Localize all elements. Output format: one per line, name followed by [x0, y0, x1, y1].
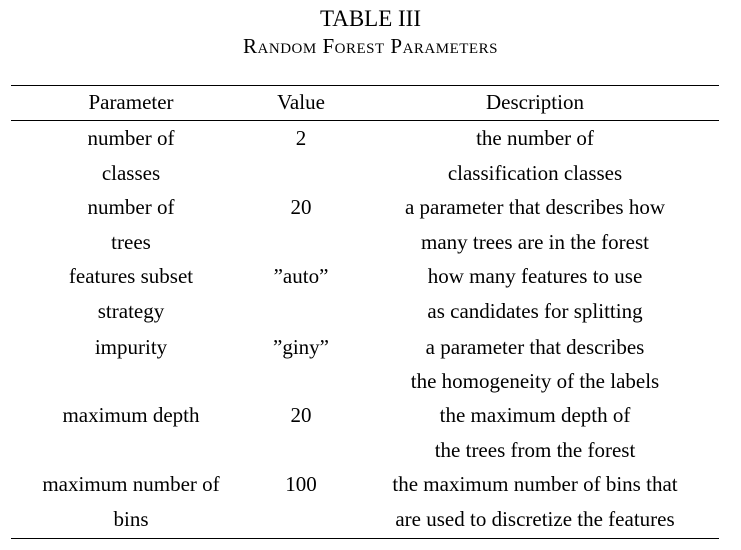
parameter-cell: trees — [111, 230, 151, 254]
description-cell: many trees are in the forest — [421, 230, 649, 254]
header-parameter: Parameter — [88, 90, 174, 114]
value-cell: 20 — [290, 403, 312, 427]
description-cell: the maximum depth of — [439, 403, 631, 427]
value-cell: ”giny” — [273, 335, 329, 359]
parameter-cell: number of — [87, 126, 175, 150]
description-cell: the homogeneity of the labels — [410, 369, 660, 393]
bottom-rule — [11, 538, 719, 539]
description-cell: the number of — [476, 126, 594, 150]
value-cell: 100 — [285, 472, 317, 496]
parameter-cell: impurity — [94, 335, 168, 359]
description-cell: how many features to use — [427, 264, 643, 288]
description-cell: are used to discretize the features — [395, 507, 675, 531]
header-value: Value — [277, 90, 325, 114]
parameter-cell: maximum depth — [62, 403, 200, 427]
description-cell: a parameter that describes — [425, 335, 645, 359]
parameter-cell: number of — [87, 195, 175, 219]
description-cell: the trees from the forest — [434, 438, 636, 462]
top-rule — [11, 85, 719, 86]
table-number: TABLE III — [320, 6, 421, 31]
description-cell: classification classes — [447, 161, 623, 185]
table-title: Random Forest Parameters — [243, 34, 498, 58]
parameter-cell: maximum number of — [42, 472, 220, 496]
header-rule — [11, 120, 719, 121]
description-cell: a parameter that describes how — [404, 195, 666, 219]
description-cell: as candidates for splitting — [427, 299, 643, 323]
value-cell: ”auto” — [273, 264, 329, 288]
value-cell: 2 — [295, 126, 307, 150]
header-description: Description — [486, 90, 584, 114]
parameter-cell: features subset — [68, 264, 194, 288]
description-cell: the maximum number of bins that — [392, 472, 678, 496]
parameter-cell: strategy — [97, 299, 165, 323]
parameter-cell: bins — [113, 507, 149, 531]
parameter-cell: classes — [101, 161, 161, 185]
value-cell: 20 — [290, 195, 312, 219]
